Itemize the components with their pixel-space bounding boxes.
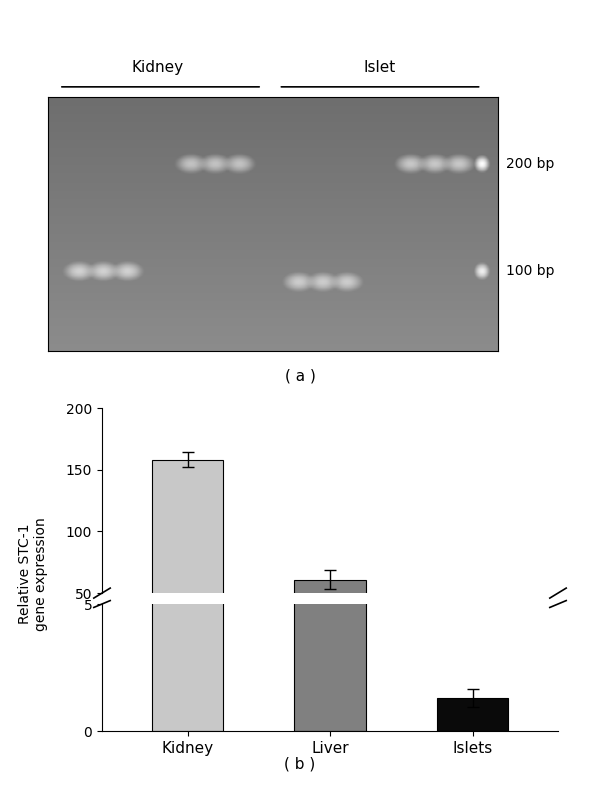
- Bar: [152, 460, 223, 654]
- Text: Kidney: Kidney: [131, 60, 184, 75]
- Text: 200 bp: 200 bp: [505, 157, 554, 171]
- Bar: [295, 0, 365, 731]
- Bar: [152, 0, 223, 731]
- Text: STC-1: STC-1: [301, 106, 344, 120]
- Text: 100 bp: 100 bp: [505, 264, 554, 278]
- Text: GAPDH: GAPDH: [187, 106, 242, 120]
- Text: ( b ): ( b ): [284, 756, 316, 771]
- Text: STC-1: STC-1: [81, 106, 125, 120]
- Bar: [437, 698, 508, 731]
- Bar: [437, 653, 508, 654]
- Text: GAPDH: GAPDH: [407, 106, 462, 120]
- Text: Islet: Islet: [364, 60, 395, 75]
- Text: ( a ): ( a ): [284, 368, 316, 383]
- Text: Relative STC-1
gene expression: Relative STC-1 gene expression: [18, 517, 48, 630]
- Bar: [295, 579, 365, 654]
